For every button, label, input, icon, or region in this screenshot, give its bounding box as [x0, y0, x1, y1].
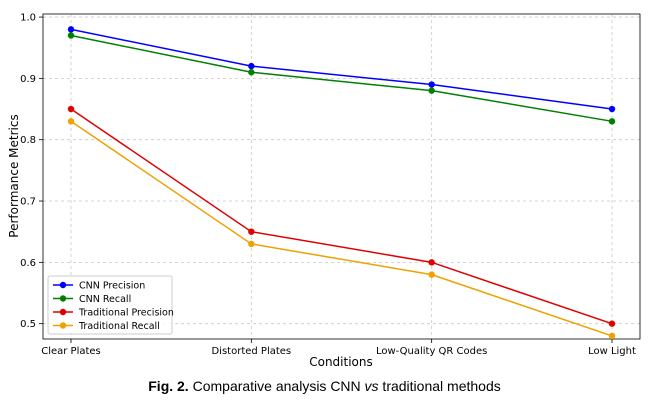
series-line: [70, 28, 613, 110]
data-point: [248, 69, 255, 76]
data-point: [428, 259, 435, 266]
legend-box: [47, 275, 173, 335]
y-tick-label: 0.5: [20, 319, 36, 330]
data-point: [67, 32, 75, 39]
data-point: [608, 118, 616, 125]
data-point: [608, 320, 616, 327]
caption-italic: vs: [364, 378, 379, 394]
data-point: [248, 62, 255, 70]
legend-label: Traditional Recall: [78, 321, 160, 332]
figure-caption: Fig. 2. Comparative analysis CNN vs trad…: [0, 378, 649, 394]
x-tick-label: Distorted Plates: [211, 346, 291, 357]
legend-marker: [59, 308, 67, 316]
legend: CNN Precision CNN Recall Traditional Preci…: [47, 275, 174, 335]
caption-text-before: Comparative analysis CNN: [188, 378, 365, 394]
data-point: [67, 26, 75, 33]
legend-marker: [59, 295, 67, 302]
data-point: [248, 240, 255, 248]
y-axis-title: Performance Metrics: [7, 114, 21, 237]
legend-marker: [59, 322, 67, 329]
data-point: [608, 105, 616, 113]
legend-marker: [59, 281, 67, 289]
data-point: [428, 81, 435, 88]
x-axis: Clear Plates Distorted Plates Low-Quality …: [41, 339, 636, 357]
x-tick-label: Low-Quality QR Codes: [376, 346, 487, 357]
caption-figure-label: Fig. 2.: [148, 378, 189, 394]
series-line: [70, 120, 613, 337]
legend-label: CNN Recall: [79, 294, 131, 305]
caption-text-after: traditional methods: [378, 378, 501, 394]
data-point: [608, 332, 616, 340]
x-tick-label: Low Light: [588, 346, 636, 357]
y-tick-label: 0.9: [20, 74, 36, 85]
legend-label: CNN Precision: [79, 280, 145, 291]
y-tick-label: 0.7: [20, 197, 36, 208]
y-tick-label: 0.6: [20, 258, 36, 269]
series-group: [67, 26, 616, 340]
series-line: [70, 108, 613, 325]
data-point: [248, 228, 255, 235]
chart: 0.5 0.6 0.7 0.8 0.9 1.0 Clear Plates Distorted…: [7, 13, 641, 369]
data-point: [428, 271, 435, 278]
data-point: [67, 118, 75, 125]
plot-frame: [42, 13, 641, 340]
y-tick-label: 1.0: [20, 13, 36, 24]
data-point: [428, 87, 435, 94]
x-tick-label: Clear Plates: [41, 346, 101, 357]
x-axis-title: Conditions: [309, 355, 373, 369]
y-axis: 0.5 0.6 0.7 0.8 0.9 1.0: [20, 13, 43, 330]
legend-label: Traditional Precision: [78, 307, 174, 318]
series-line: [70, 34, 613, 123]
y-tick-label: 0.8: [20, 135, 36, 146]
data-point: [67, 105, 75, 113]
